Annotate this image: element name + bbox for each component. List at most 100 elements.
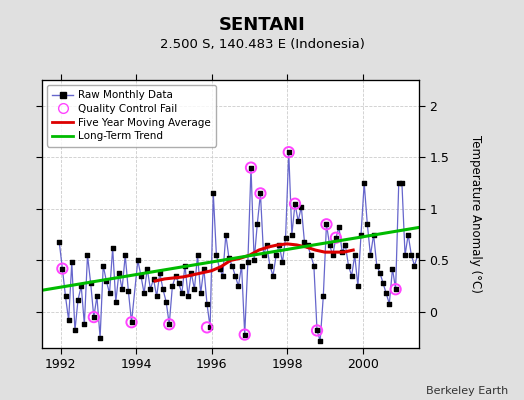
Point xyxy=(275,242,283,248)
Point xyxy=(80,321,89,328)
Point xyxy=(146,286,155,292)
Point xyxy=(171,273,180,279)
Point xyxy=(410,262,419,269)
Point xyxy=(58,266,67,272)
Point xyxy=(96,334,104,341)
Point xyxy=(124,288,133,294)
Point xyxy=(143,266,151,272)
Point xyxy=(203,324,211,330)
Point xyxy=(55,239,63,245)
Point xyxy=(237,262,246,269)
Point xyxy=(108,245,117,251)
Point xyxy=(332,234,340,241)
Point xyxy=(391,286,400,292)
Point xyxy=(335,224,343,230)
Point xyxy=(58,266,67,272)
Point xyxy=(357,232,365,238)
Point xyxy=(93,293,101,300)
Point xyxy=(294,218,302,224)
Point xyxy=(83,252,92,258)
Point xyxy=(86,280,95,286)
Point xyxy=(165,321,173,328)
Point xyxy=(209,190,217,196)
Point xyxy=(391,286,400,292)
Point xyxy=(347,273,356,279)
Point xyxy=(61,293,70,300)
Legend: Raw Monthly Data, Quality Control Fail, Five Year Moving Average, Long-Term Tren: Raw Monthly Data, Quality Control Fail, … xyxy=(47,85,216,146)
Point xyxy=(256,190,265,196)
Point xyxy=(269,273,277,279)
Point xyxy=(127,319,136,326)
Point xyxy=(332,234,340,241)
Point xyxy=(263,242,271,248)
Point xyxy=(316,338,324,344)
Point xyxy=(369,232,378,238)
Point xyxy=(253,221,261,228)
Point xyxy=(222,232,230,238)
Point xyxy=(404,232,412,238)
Point xyxy=(105,290,114,296)
Point xyxy=(231,273,239,279)
Point xyxy=(291,200,299,207)
Point xyxy=(219,273,227,279)
Point xyxy=(184,293,192,300)
Point xyxy=(341,242,350,248)
Point xyxy=(102,278,111,284)
Point xyxy=(344,262,353,269)
Point xyxy=(354,283,362,289)
Point xyxy=(376,270,384,276)
Point xyxy=(382,290,390,296)
Point xyxy=(313,327,321,334)
Point xyxy=(212,252,221,258)
Point xyxy=(360,180,368,186)
Point xyxy=(266,262,274,269)
Point xyxy=(203,300,211,307)
Point xyxy=(288,232,296,238)
Point xyxy=(74,296,82,303)
Text: 2.500 S, 140.483 E (Indonesia): 2.500 S, 140.483 E (Indonesia) xyxy=(160,38,364,51)
Point xyxy=(234,283,243,289)
Point xyxy=(300,239,309,245)
Point xyxy=(322,221,331,228)
Point xyxy=(285,149,293,155)
Point xyxy=(90,314,98,320)
Point xyxy=(319,293,328,300)
Point xyxy=(244,259,252,266)
Point xyxy=(272,252,280,258)
Point xyxy=(152,293,161,300)
Point xyxy=(413,252,422,258)
Point xyxy=(395,180,403,186)
Point xyxy=(71,327,79,334)
Point xyxy=(196,290,205,296)
Point xyxy=(256,190,265,196)
Point xyxy=(303,242,312,248)
Point xyxy=(297,204,305,210)
Point xyxy=(159,286,167,292)
Point xyxy=(373,262,381,269)
Point xyxy=(174,280,183,286)
Point xyxy=(250,257,258,264)
Y-axis label: Temperature Anomaly (°C): Temperature Anomaly (°C) xyxy=(469,135,482,293)
Point xyxy=(285,149,293,155)
Point xyxy=(64,317,73,323)
Point xyxy=(228,262,236,269)
Point xyxy=(281,234,290,241)
Point xyxy=(187,270,195,276)
Point xyxy=(112,298,120,305)
Point xyxy=(181,262,189,269)
Point xyxy=(168,283,177,289)
Point xyxy=(115,270,123,276)
Point xyxy=(310,262,318,269)
Point xyxy=(247,164,255,171)
Point xyxy=(134,257,142,264)
Point xyxy=(379,280,387,286)
Point xyxy=(68,259,76,266)
Point xyxy=(137,273,145,279)
Point xyxy=(178,290,186,296)
Point xyxy=(121,252,129,258)
Text: SENTANI: SENTANI xyxy=(219,16,305,34)
Point xyxy=(307,252,315,258)
Point xyxy=(325,242,334,248)
Point xyxy=(77,283,85,289)
Point xyxy=(398,180,406,186)
